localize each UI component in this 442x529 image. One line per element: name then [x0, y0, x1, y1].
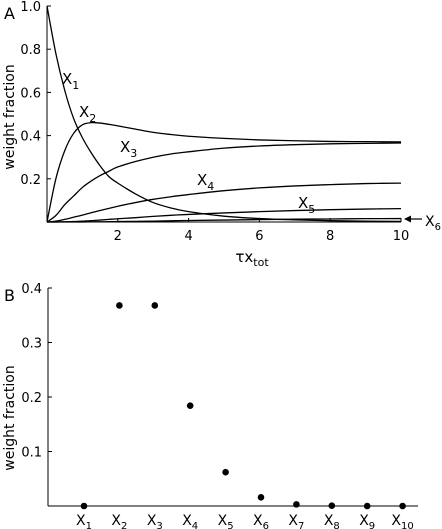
category-label-x6: X6 [253, 513, 269, 529]
panel-a-series-lines [46, 5, 402, 223]
series-line-x3 [46, 142, 402, 223]
panel-a: A weight fraction 2 4 6 8 100.20.40.60.81.0 … [2, 0, 441, 269]
panel-b-ticks: 0.1 0.2 0.3 0.4 [21, 282, 52, 461]
panel-a-x-tick-label: 4 [184, 229, 192, 244]
category-label-x9: X9 [359, 513, 375, 529]
point-x3 [151, 302, 159, 309]
panel-a-x-tick-label: 8 [326, 229, 334, 244]
panel-a-x-tick-label: 2 [114, 229, 122, 244]
series-label-x5: X5 [298, 194, 315, 216]
panel-b: B weight fraction 0.10.20.30.4 X1 X2 X3 X4 X… [2, 282, 418, 529]
panel-a-y-tick-label: 0.2 [20, 173, 41, 188]
panel-a-y-tick-label: 0.4 [20, 130, 41, 145]
series-label-x2: X2 [79, 103, 96, 125]
point-x10 [399, 502, 406, 510]
category-label-x2: X2 [111, 513, 127, 529]
point-x6 [257, 493, 265, 501]
series-label-x4: X4 [197, 171, 214, 193]
point-x1 [80, 502, 88, 510]
panel-b-y-axis-label: weight fraction [2, 365, 18, 470]
category-label-x5: X5 [218, 513, 234, 529]
panel-a-x-axis-label: τxtot [235, 248, 269, 269]
point-x5 [222, 468, 229, 476]
series-label-x1: X1 [62, 70, 79, 92]
panel-b-y-tick-label: 0.3 [21, 337, 42, 352]
panel-a-y-tick-label: 1.0 [20, 0, 41, 15]
panel-b-label: B [4, 286, 15, 305]
category-label-x7: X7 [288, 513, 304, 529]
panel-a-axes [46, 6, 401, 223]
category-label-x1: X1 [76, 513, 92, 529]
category-label-x4: X4 [182, 513, 198, 529]
panel-a-label: A [4, 4, 15, 23]
panel-b-y-tick-label: 0.1 [21, 446, 42, 461]
panel-a-y-tick-label: 0.6 [20, 86, 41, 101]
panel-b-axes [47, 288, 418, 507]
panel-b-points [80, 302, 406, 510]
point-x8 [328, 502, 336, 510]
series-x6-arrowhead [404, 215, 411, 223]
panel-a-ticks: 2 4 6 8 10 0.2 0.4 0.6 0.8 1.0 [20, 0, 409, 244]
category-label-x3: X3 [147, 513, 163, 529]
point-x4 [186, 402, 194, 410]
series-line-x1 [46, 5, 402, 223]
panel-a-x-tick-label: 6 [255, 229, 263, 244]
category-label-x8: X8 [324, 513, 340, 529]
series-line-x4 [46, 182, 402, 223]
panel-a-x-tick-label: 10 [393, 229, 410, 244]
panel-b-y-tick-label: 0.2 [21, 391, 42, 406]
series-label-x3: X3 [120, 138, 137, 160]
series-line-x6 [46, 217, 402, 223]
point-x9 [363, 502, 371, 510]
category-label-x10: X10 [391, 513, 413, 529]
panel-a-y-tick-label: 0.8 [20, 43, 41, 58]
series-label-x6: X6 [425, 214, 441, 233]
panel-b-category-labels: X1 X2 X3 X4 X5 X6 X7 X8 X9 X10 [76, 513, 414, 529]
point-x7 [293, 501, 300, 508]
panel-a-y-axis-label: weight fraction [2, 64, 18, 169]
series-line-x2 [46, 121, 402, 223]
point-x2 [116, 302, 123, 309]
panel-b-y-tick-label: 0.4 [21, 282, 42, 297]
